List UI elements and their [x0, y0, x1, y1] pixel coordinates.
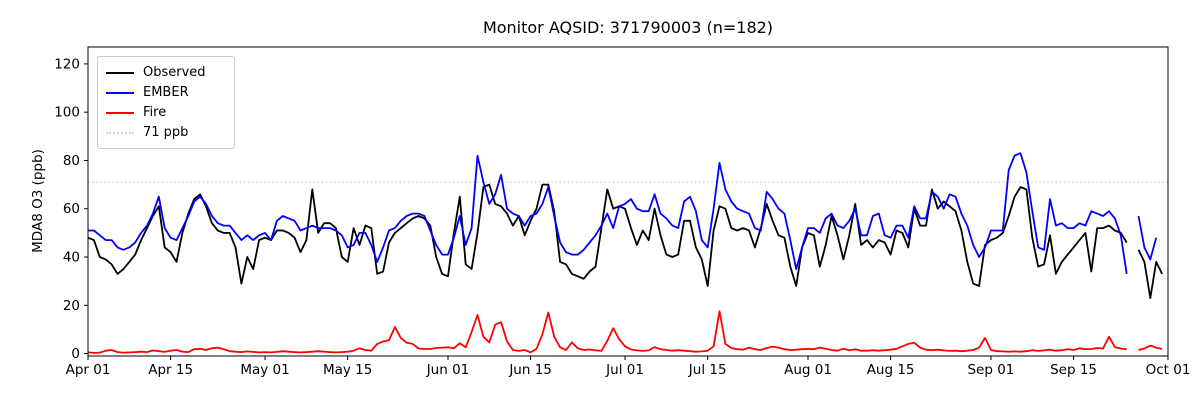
- x-tick-label: Apr 01: [66, 362, 111, 378]
- observed-line-sample: [106, 72, 134, 74]
- x-tick-label: Jul 01: [605, 362, 644, 378]
- x-tick-label: May 15: [323, 362, 372, 378]
- legend-label: EMBER: [143, 85, 189, 100]
- y-tick-label: 80: [63, 153, 80, 169]
- y-tick-label: 120: [54, 56, 80, 72]
- x-tick-label: Aug 01: [784, 362, 832, 378]
- ember-line-sample: [106, 92, 134, 94]
- legend-label: Observed: [143, 65, 206, 80]
- y-tick-label: 100: [54, 105, 80, 121]
- legend-item-fire: Fire: [106, 103, 226, 123]
- legend: Observed EMBER Fire 71 ppb: [97, 56, 235, 149]
- fire-line: [87, 310, 1163, 354]
- x-tick-label: May 01: [240, 362, 289, 378]
- legend-item-threshold: 71 ppb: [106, 123, 226, 143]
- y-tick-label: 60: [63, 201, 80, 217]
- x-tick-label: Aug 15: [867, 362, 915, 378]
- threshold-line-sample: [106, 132, 134, 134]
- x-tick-label: Oct 01: [1146, 362, 1191, 378]
- x-tick-label: Sep 15: [1050, 362, 1097, 378]
- chart-title: Monitor AQSID: 371790003 (n=182): [482, 18, 774, 37]
- legend-item-ember: EMBER: [106, 83, 226, 103]
- legend-item-observed: Observed: [106, 63, 226, 83]
- observed-line: [87, 183, 1163, 299]
- x-tick-label: Jul 15: [688, 362, 727, 378]
- y-tick-label: 40: [63, 250, 80, 266]
- x-tick-label: Sep 01: [967, 362, 1014, 378]
- fire-line-sample: [106, 112, 134, 114]
- plot-frame: [87, 46, 1169, 357]
- x-tick-label: Jun 01: [426, 362, 470, 378]
- ember-line: [88, 152, 1158, 275]
- legend-label: 71 ppb: [143, 125, 189, 140]
- x-tick-label: Apr 15: [148, 362, 193, 378]
- legend-label: Fire: [143, 105, 167, 120]
- x-tick-label: Jun 15: [508, 362, 552, 378]
- y-tick-label: 0: [71, 346, 80, 362]
- y-tick-label: 20: [63, 298, 80, 314]
